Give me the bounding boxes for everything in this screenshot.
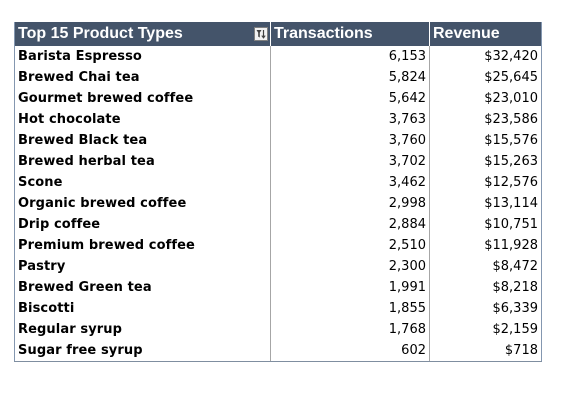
product-type-cell[interactable]: Organic brewed coffee — [14, 193, 271, 214]
transactions-cell[interactable]: 3,763 — [270, 109, 430, 130]
revenue-cell[interactable]: $15,263 — [484, 154, 538, 169]
header-row: Top 15 Product Types Transactions Revenu… — [14, 22, 542, 46]
table-row[interactable]: Drip coffee 2,884 $10,751 — [14, 214, 542, 235]
product-type-cell[interactable]: Sugar free syrup — [14, 340, 271, 362]
product-type-cell[interactable]: Brewed herbal tea — [14, 151, 271, 172]
transactions-cell[interactable]: 3,702 — [270, 151, 430, 172]
transactions-cell[interactable]: 3,760 — [270, 130, 430, 151]
table-row[interactable]: Gourmet brewed coffee 5,642 $23,010 — [14, 88, 542, 109]
table-row[interactable]: Premium brewed coffee 2,510 $11,928 — [14, 235, 542, 256]
table-row[interactable]: Brewed Chai tea 5,824 $25,645 — [14, 67, 542, 88]
revenue-cell[interactable]: $12,576 — [484, 175, 538, 190]
product-type-cell[interactable]: Premium brewed coffee — [14, 235, 271, 256]
transactions-cell[interactable]: 2,998 — [270, 193, 430, 214]
revenue-cell[interactable]: $23,586 — [484, 112, 538, 127]
product-type-cell[interactable]: Biscotti — [14, 298, 271, 319]
product-type-cell[interactable]: Scone — [14, 172, 271, 193]
revenue-cell[interactable]: $2,159 — [492, 322, 539, 337]
revenue-cell[interactable]: $6,339 — [492, 301, 539, 316]
product-type-cell[interactable]: Drip coffee — [14, 214, 271, 235]
revenue-cell[interactable]: $10,751 — [484, 217, 538, 232]
product-type-cell[interactable]: Brewed Chai tea — [14, 67, 271, 88]
revenue-cell[interactable]: $11,928 — [484, 238, 538, 253]
revenue-cell[interactable]: $13,114 — [484, 196, 538, 211]
product-type-cell[interactable]: Brewed Black tea — [14, 130, 271, 151]
pivot-body: Barista Espresso 6,153 $32,420 Brewed Chai … — [14, 46, 542, 362]
revenue-cell[interactable]: $15,576 — [484, 133, 538, 148]
table-row[interactable]: Pastry 2,300 $8,472 — [14, 256, 542, 277]
transactions-cell[interactable]: 2,510 — [270, 235, 430, 256]
table-row[interactable]: Brewed Green tea 1,991 $8,218 — [14, 277, 542, 298]
table-row[interactable]: Hot chocolate 3,763 $23,586 — [14, 109, 542, 130]
transactions-cell[interactable]: 1,855 — [270, 298, 430, 319]
pivot-table: Top 15 Product Types Transactions Revenu… — [14, 22, 542, 362]
revenue-cell[interactable]: $8,472 — [492, 259, 539, 274]
product-type-cell[interactable]: Hot chocolate — [14, 109, 271, 130]
transactions-cell[interactable]: 2,300 — [270, 256, 430, 277]
table-row[interactable]: Brewed Black tea 3,760 $15,576 — [14, 130, 542, 151]
transactions-cell[interactable]: 602 — [270, 340, 430, 362]
product-types-header[interactable]: Top 15 Product Types — [14, 22, 271, 46]
transactions-cell[interactable]: 1,768 — [270, 319, 430, 340]
revenue-header[interactable]: Revenue — [429, 22, 542, 46]
transactions-cell[interactable]: 5,642 — [270, 88, 430, 109]
table-row[interactable]: Biscotti 1,855 $6,339 — [14, 298, 542, 319]
table-row[interactable]: Scone 3,462 $12,576 — [14, 172, 542, 193]
transactions-header[interactable]: Transactions — [270, 22, 430, 46]
table-row[interactable]: Barista Espresso 6,153 $32,420 — [14, 46, 542, 67]
product-type-cell[interactable]: Barista Espresso — [14, 46, 271, 67]
revenue-cell[interactable]: $32,420 — [484, 49, 538, 64]
product-type-cell[interactable]: Brewed Green tea — [14, 277, 271, 298]
table-row[interactable]: Brewed herbal tea 3,702 $15,263 — [14, 151, 542, 172]
product-types-header-label: Top 15 Product Types — [18, 25, 183, 42]
transactions-cell[interactable]: 6,153 — [270, 46, 430, 67]
transactions-cell[interactable]: 1,991 — [270, 277, 430, 298]
table-row[interactable]: Regular syrup 1,768 $2,159 — [14, 319, 542, 340]
filter-sort-icon[interactable] — [254, 27, 268, 41]
revenue-cell[interactable]: $718 — [429, 340, 542, 362]
product-type-cell[interactable]: Gourmet brewed coffee — [14, 88, 271, 109]
product-type-cell[interactable]: Regular syrup — [14, 319, 271, 340]
revenue-cell[interactable]: $8,218 — [492, 280, 539, 295]
table-row[interactable]: Organic brewed coffee 2,998 $13,114 — [14, 193, 542, 214]
transactions-cell[interactable]: 3,462 — [270, 172, 430, 193]
revenue-cell[interactable]: $25,645 — [484, 70, 538, 85]
transactions-cell[interactable]: 5,824 — [270, 67, 430, 88]
revenue-cell[interactable]: $23,010 — [484, 91, 538, 106]
table-row[interactable]: Sugar free syrup 602 $718 — [14, 340, 542, 362]
product-type-cell[interactable]: Pastry — [14, 256, 271, 277]
transactions-cell[interactable]: 2,884 — [270, 214, 430, 235]
